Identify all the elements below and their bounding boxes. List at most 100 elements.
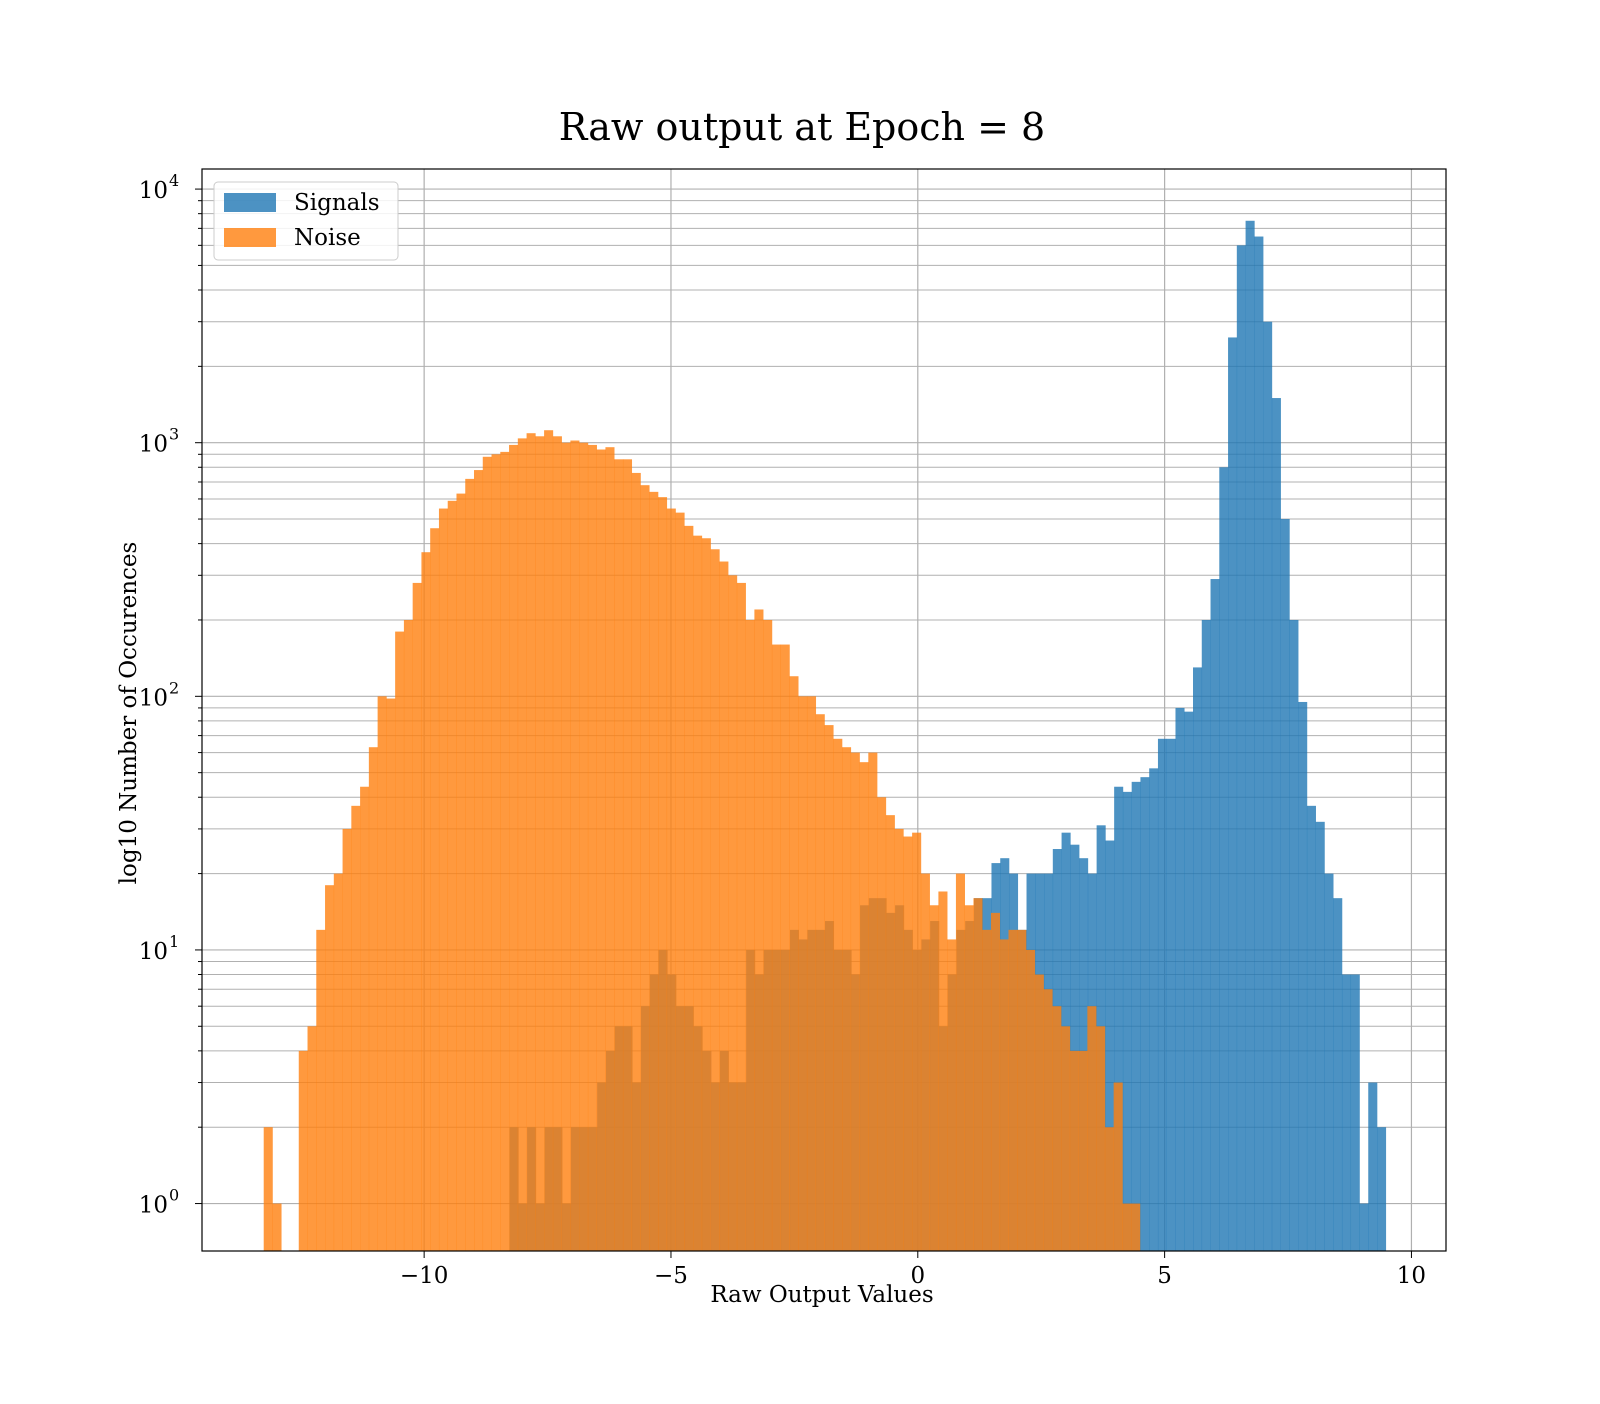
histogram-bar: [587, 444, 597, 1251]
histogram-bar: [631, 472, 641, 1251]
histogram-bar: [710, 549, 720, 1251]
histogram-bar: [474, 470, 484, 1251]
histogram-bar: [833, 738, 843, 1251]
histogram-bar: [1219, 467, 1229, 1251]
histogram-bar: [1096, 1026, 1106, 1251]
histogram-bar: [1201, 619, 1211, 1251]
histogram-bar: [754, 609, 764, 1251]
histogram-bar: [789, 676, 799, 1251]
histogram-bar: [947, 939, 957, 1251]
histogram-bar: [964, 905, 974, 1251]
histogram-bar: [1034, 974, 1044, 1251]
histogram-bar: [263, 1127, 273, 1251]
histogram-bar: [1306, 805, 1316, 1251]
chart-title: Raw output at Epoch = 8: [559, 105, 1045, 149]
bars: [263, 220, 1387, 1252]
histogram-bar: [824, 725, 834, 1251]
histogram-bar: [675, 512, 685, 1251]
histogram-bar: [596, 449, 606, 1252]
histogram-bar: [579, 442, 589, 1251]
histogram-bar: [859, 762, 869, 1251]
histogram-bar: [894, 828, 904, 1251]
histogram-bar: [736, 582, 746, 1251]
histogram-bar: [885, 815, 895, 1251]
y-tick-label: 10: [139, 685, 168, 711]
histogram-bar: [1008, 929, 1018, 1251]
histogram-bar: [430, 528, 440, 1251]
x-tick-label: 10: [1397, 1263, 1426, 1289]
histogram-bar: [1254, 236, 1264, 1252]
histogram-bar: [561, 442, 571, 1251]
histogram-bar: [1166, 738, 1176, 1251]
histogram-bar: [1157, 738, 1168, 1251]
histogram-bar: [447, 500, 457, 1251]
histogram-bar: [1350, 974, 1360, 1251]
histogram-bar: [1105, 840, 1115, 1251]
histogram-bar: [325, 885, 335, 1251]
histogram-bar: [929, 905, 939, 1251]
histogram-bar: [1043, 989, 1053, 1251]
histogram-bar: [544, 430, 554, 1251]
histogram-bar: [342, 828, 352, 1251]
histogram-bar: [1184, 711, 1194, 1251]
y-tick-exponent: 4: [169, 171, 179, 190]
histogram-bar: [1236, 245, 1246, 1252]
histogram-bar: [1341, 974, 1352, 1251]
histogram-bar: [491, 454, 501, 1252]
histogram-bar: [990, 912, 1001, 1251]
axes-frame: [201, 168, 1447, 1252]
histogram-bar: [1122, 1203, 1132, 1251]
histogram-bar: [771, 644, 781, 1251]
y-tick-label: 10: [139, 178, 168, 204]
histogram-bar: [666, 508, 676, 1252]
histogram-bar: [500, 451, 510, 1251]
histogram-bar: [1298, 701, 1308, 1251]
y-tick-exponent: 1: [169, 932, 179, 951]
y-axis-label: log10 Number of Occurences: [116, 542, 142, 885]
histogram-bar: [272, 1203, 282, 1251]
histogram-bar: [640, 485, 650, 1251]
y-tick-exponent: 2: [169, 678, 179, 697]
histogram-bar: [535, 436, 545, 1251]
histogram-bar: [1245, 220, 1255, 1251]
histogram-bar: [1114, 786, 1124, 1251]
histogram-bar: [386, 698, 396, 1251]
histogram-bar: [955, 873, 965, 1251]
legend: Signals Noise: [213, 181, 399, 261]
histogram-bar: [1017, 929, 1027, 1251]
histogram-bar: [1122, 791, 1132, 1251]
histogram-bar: [728, 575, 738, 1251]
histogram-bar: [1228, 337, 1238, 1251]
histogram-bar: [622, 459, 633, 1251]
histogram-bar: [1175, 707, 1185, 1251]
histogram-bar: [1069, 1050, 1079, 1251]
histogram-bar: [842, 747, 852, 1251]
histogram-bar: [1324, 873, 1334, 1251]
histogram-bar: [368, 747, 378, 1251]
x-tick-label: 5: [1157, 1263, 1172, 1289]
histogram-bar: [1061, 1026, 1071, 1251]
histogram-bar: [868, 752, 878, 1251]
histogram-bar: [1131, 1203, 1141, 1251]
histogram-bar: [719, 561, 729, 1251]
histogram-bar: [456, 493, 466, 1251]
histogram-bar: [658, 497, 668, 1251]
histogram-bar: [1280, 519, 1290, 1251]
histogram-bar: [999, 939, 1009, 1251]
histogram-bar: [798, 696, 808, 1251]
histogram-bar: [1149, 768, 1159, 1251]
histogram-bar: [403, 619, 413, 1251]
histogram-bar: [877, 797, 887, 1251]
histogram-bar: [903, 836, 913, 1251]
histogram-bar: [745, 619, 755, 1251]
y-tick-exponent: 3: [169, 425, 179, 444]
histogram-bar: [920, 873, 930, 1251]
histogram-bar: [377, 696, 387, 1251]
histogram-bar: [1289, 619, 1299, 1251]
x-tick-label: −10: [400, 1263, 449, 1289]
histogram-bar: [1315, 821, 1325, 1251]
histogram-bar: [912, 832, 922, 1251]
